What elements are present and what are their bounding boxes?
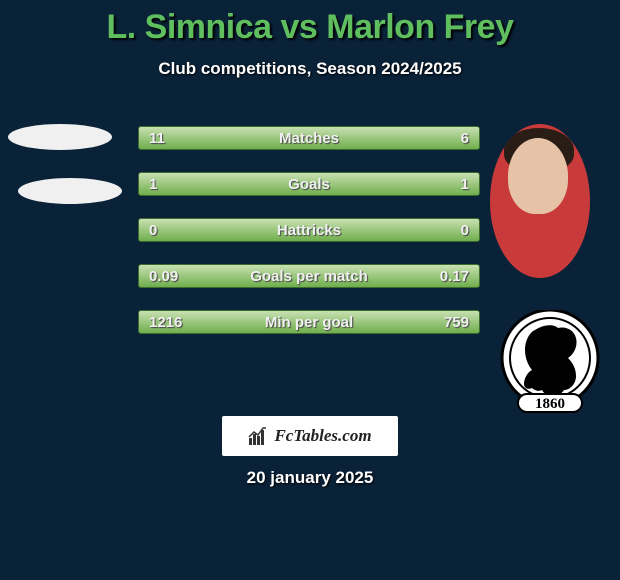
stat-right-value: 759 <box>444 311 469 335</box>
stat-rows: 11Matches6 1Goals1 0Hattricks0 0.09Goals pe… <box>138 126 480 356</box>
fctables-label: FcTables.com <box>274 426 371 446</box>
player2-avatar <box>490 124 590 278</box>
stat-row: 1216Min per goal759 <box>138 310 480 334</box>
fctables-icon <box>248 426 268 446</box>
stat-row: 0Hattricks0 <box>138 218 480 242</box>
stat-row: 0.09Goals per match0.17 <box>138 264 480 288</box>
stat-label: Matches <box>139 127 479 151</box>
stat-row: 11Matches6 <box>138 126 480 150</box>
date-label: 20 january 2025 <box>0 468 620 488</box>
stat-label: Hattricks <box>139 219 479 243</box>
stat-row: 1Goals1 <box>138 172 480 196</box>
subtitle: Club competitions, Season 2024/2025 <box>0 59 620 79</box>
stat-right-value: 0 <box>461 219 469 243</box>
stat-label: Min per goal <box>139 311 479 335</box>
stat-label: Goals <box>139 173 479 197</box>
stat-right-value: 0.17 <box>440 265 469 289</box>
stat-label: Goals per match <box>139 265 479 289</box>
player2-club-crest: 1860 <box>500 310 600 414</box>
player1-avatar-placeholder <box>8 124 112 150</box>
crest-year-svg: 1860 <box>535 396 565 412</box>
fctables-badge[interactable]: FcTables.com <box>222 416 398 456</box>
player1-club-placeholder <box>18 178 122 204</box>
page-title: L. Simnica vs Marlon Frey <box>0 0 620 47</box>
stat-right-value: 6 <box>461 127 469 151</box>
stat-right-value: 1 <box>461 173 469 197</box>
